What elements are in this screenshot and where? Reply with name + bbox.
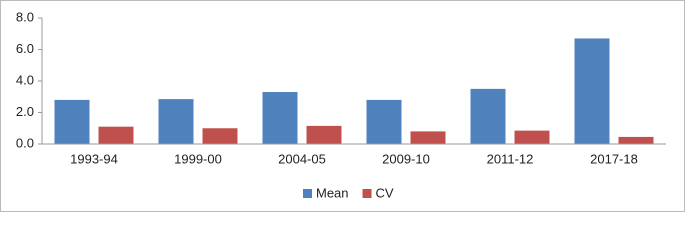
legend-swatch — [362, 189, 372, 198]
chart: 0.0 2.0 4.0 6.0 8.0 1993-94 1999-00 2004-05 2009… — [0, 0, 685, 212]
bar — [98, 126, 134, 144]
bar — [618, 136, 654, 144]
x-tick-label: 2011-12 — [487, 151, 534, 166]
bar — [574, 38, 610, 144]
y-tick-label: 8.0 — [16, 9, 34, 24]
legend-swatch — [303, 189, 312, 198]
x-tick-label: 1993-94 — [70, 151, 118, 166]
bar — [410, 131, 446, 144]
legend-label: CV — [376, 185, 394, 200]
legend-label: Mean — [316, 185, 349, 200]
x-tick-label: 2017-18 — [590, 151, 638, 166]
bar — [366, 99, 402, 144]
bar — [306, 125, 342, 144]
bar — [202, 128, 238, 144]
bar — [514, 130, 550, 144]
bar — [54, 99, 90, 144]
x-tick-label: 2009-10 — [382, 151, 430, 166]
bar — [470, 88, 506, 144]
x-tick-label: 1999-00 — [174, 151, 222, 166]
chart-border — [0, 0, 685, 212]
page: {"chart_data": {"type": "bar", "categori… — [0, 0, 685, 212]
y-tick-label: 4.0 — [16, 72, 34, 87]
y-tick-label: 0.0 — [16, 135, 34, 150]
bar — [158, 99, 194, 144]
x-tick-label: 2004-05 — [278, 151, 326, 166]
bar — [262, 92, 298, 144]
y-tick-label: 2.0 — [16, 104, 34, 119]
y-tick-label: 6.0 — [16, 41, 34, 56]
